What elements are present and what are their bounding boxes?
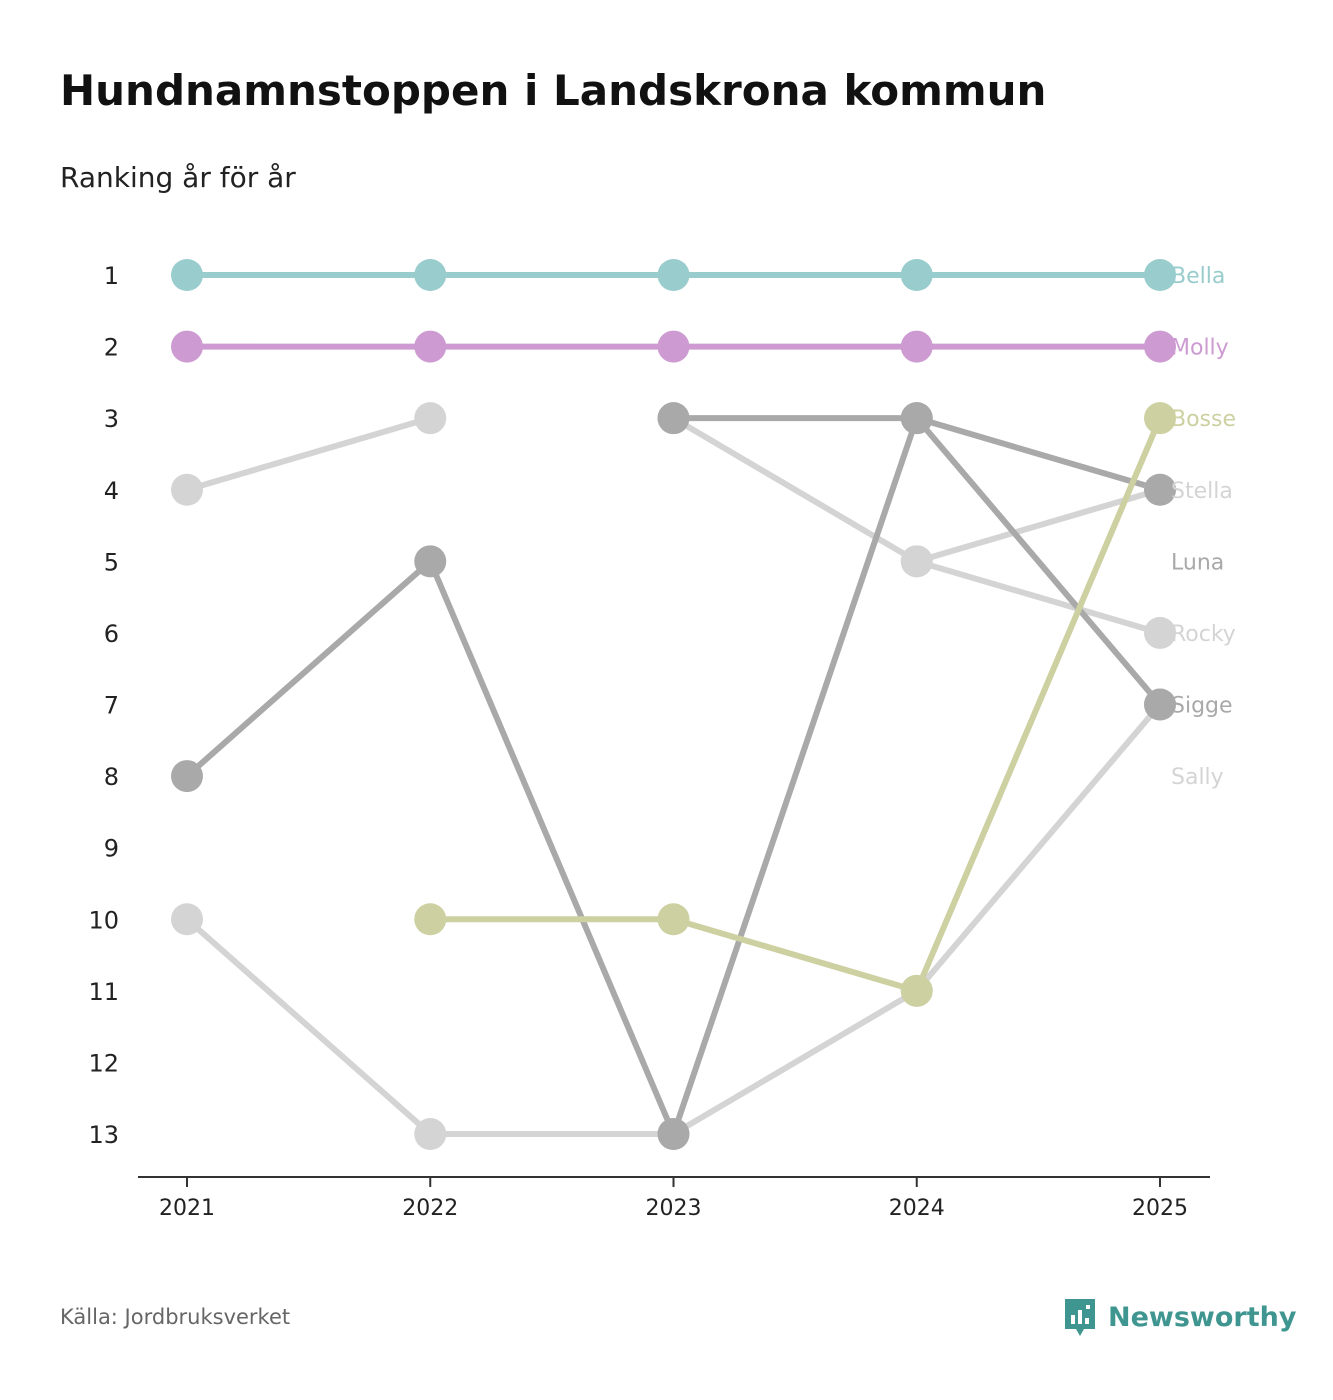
- y-tick-label: 7: [104, 692, 119, 720]
- y-tick-label: 3: [104, 405, 119, 433]
- series-line-stella: [913, 486, 1163, 565]
- data-point-luna: [657, 1118, 690, 1150]
- data-point-bella: [171, 259, 203, 291]
- end-label-stella: Stella: [1171, 479, 1233, 504]
- y-tick-label: 2: [104, 334, 119, 362]
- data-point-molly: [900, 330, 933, 363]
- data-point-molly: [657, 330, 690, 363]
- y-tick-label: 12: [88, 1049, 119, 1077]
- data-point-sally: [171, 903, 203, 936]
- series-line-luna: [184, 415, 1163, 1137]
- x-tick-label: 2021: [159, 1196, 215, 1221]
- data-point-stella: [900, 545, 933, 578]
- y-tick-label: 6: [104, 620, 119, 648]
- data-point-bella: [1144, 259, 1176, 291]
- series-line-stella: [184, 415, 434, 493]
- series-line-rocky: [670, 415, 1163, 636]
- data-point-bella: [900, 259, 933, 291]
- data-point-sigge: [657, 402, 690, 435]
- data-point-molly: [414, 330, 447, 363]
- data-point-luna: [414, 545, 447, 578]
- end-label-sigge: Sigge: [1171, 694, 1233, 719]
- y-tick-label: 10: [88, 906, 119, 934]
- data-point-bosse: [1144, 402, 1176, 435]
- end-label-rocky: Rocky: [1171, 622, 1236, 647]
- end-label-luna: Luna: [1171, 550, 1224, 575]
- data-point-sigge: [900, 402, 933, 435]
- brand-name: Newsworthy: [1108, 1301, 1297, 1333]
- y-tick-label: 4: [104, 477, 119, 505]
- x-tick-label: 2025: [1132, 1196, 1188, 1221]
- y-tick-label: 11: [88, 978, 119, 1006]
- x-tick-label: 2022: [402, 1196, 458, 1221]
- series-line-bosse: [427, 415, 1163, 994]
- data-point-bosse: [900, 974, 933, 1007]
- brand-logo: Newsworthy: [1062, 1296, 1296, 1338]
- x-tick-label: 2023: [646, 1196, 702, 1221]
- data-point-molly: [1144, 330, 1176, 363]
- y-tick-label: 9: [104, 835, 119, 863]
- y-tick-label: 1: [104, 262, 119, 290]
- data-point-bella: [414, 259, 447, 291]
- y-tick-label: 13: [88, 1121, 119, 1149]
- end-label-bella: Bella: [1171, 264, 1225, 289]
- data-point-bosse: [414, 903, 447, 936]
- data-point-sally: [414, 1118, 447, 1150]
- chart-title: Hundnamnstoppen i Landskrona kommun: [60, 66, 1047, 115]
- y-tick-label: 5: [104, 548, 119, 576]
- x-tick-label: 2024: [889, 1196, 945, 1221]
- y-tick-label: 8: [104, 763, 119, 791]
- bar-chart-badge-icon: [1065, 1299, 1095, 1336]
- end-label-bosse: Bosse: [1171, 407, 1236, 432]
- end-label-sally: Sally: [1171, 765, 1224, 790]
- source-note: Källa: Jordbruksverket: [60, 1305, 291, 1329]
- end-label-molly: Molly: [1171, 336, 1229, 361]
- data-point-stella: [414, 402, 447, 435]
- data-point-stella: [171, 473, 203, 506]
- data-point-bosse: [657, 903, 690, 936]
- data-point-rocky: [1144, 616, 1176, 649]
- data-point-sigge: [1144, 473, 1176, 506]
- data-point-molly: [171, 330, 203, 363]
- data-point-bella: [657, 259, 690, 291]
- chart-subtitle: Ranking år för år: [60, 161, 296, 194]
- data-point-luna: [1144, 688, 1176, 721]
- data-point-luna: [171, 760, 203, 793]
